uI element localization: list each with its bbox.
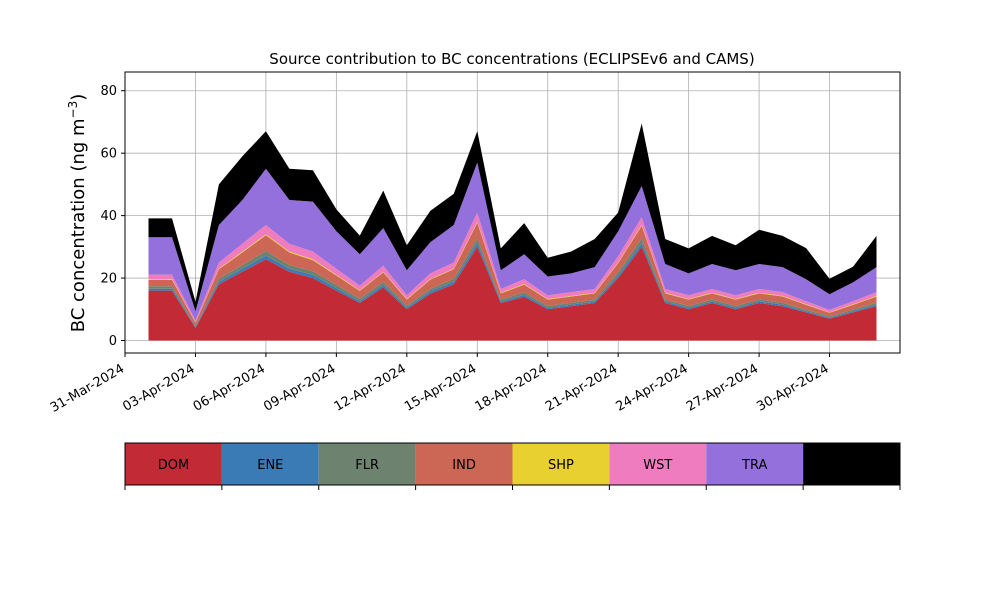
legend-frame [124, 442, 901, 486]
y-tick-label: 20 [100, 272, 117, 287]
y-tick-label: 0 [109, 334, 117, 349]
legend-swatch-bb [803, 443, 900, 485]
y-axis-label-superscript: −3 [66, 101, 80, 119]
legend-swatch-ene [221, 443, 319, 485]
legend-label: IND [452, 458, 476, 473]
legend-swatch-flr [318, 443, 416, 485]
legend-swatch-ind [415, 443, 513, 485]
area-series-shp [148, 221, 877, 323]
legend-label: TRA [741, 458, 767, 473]
area-series-tra [148, 162, 877, 321]
legend-swatch-tra [706, 443, 804, 485]
legend-label: DOM [158, 458, 189, 473]
legend-label: SHP [548, 458, 574, 473]
legend-label: FLR [355, 458, 379, 473]
area-series-dom [148, 246, 877, 341]
area-series-wst [148, 212, 877, 323]
legend-label: WST [643, 458, 672, 473]
y-axis: 0 20 40 60 80 [100, 84, 125, 349]
legend-colorbar: DOM ENE FLR IND SHP WST TRA BB [124, 442, 901, 490]
legend-swatch-shp [512, 443, 610, 485]
stacked-areas [148, 123, 877, 341]
y-tick-label: 40 [100, 209, 117, 224]
area-series-bb [148, 123, 877, 312]
area-series-ind [148, 222, 877, 326]
y-axis-label: BC concentration (ng m−3) [66, 94, 89, 333]
legend-swatch-wst [609, 443, 707, 485]
area-series-ene [148, 243, 877, 328]
legend-label: ENE [257, 458, 283, 473]
area-series-flr [148, 238, 877, 328]
y-axis-label-close: ) [68, 94, 89, 101]
legend-label: BB [843, 458, 861, 473]
legend-swatch-dom [125, 443, 222, 485]
plot-frame [124, 71, 901, 354]
y-axis-label-text: BC concentration (ng m [68, 118, 89, 332]
y-tick-label: 60 [100, 147, 117, 162]
chart-title: Source contribution to BC concentrations… [269, 50, 754, 68]
y-tick-label: 80 [100, 84, 117, 99]
